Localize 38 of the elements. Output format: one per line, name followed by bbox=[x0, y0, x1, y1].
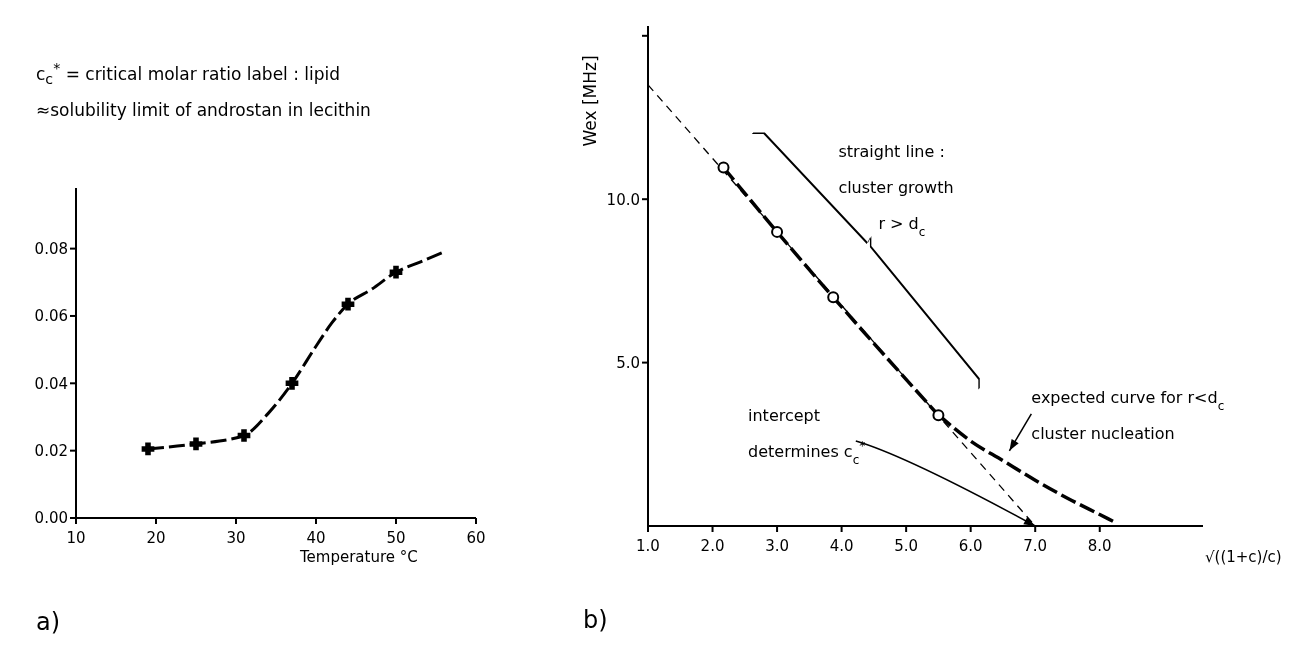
x-tick-label: 40 bbox=[306, 528, 326, 547]
point bbox=[285, 376, 299, 390]
x-tick-label: 20 bbox=[146, 528, 166, 547]
y-tick-label: 10.0 bbox=[606, 190, 640, 209]
point bbox=[389, 265, 403, 279]
text: a) bbox=[36, 608, 61, 636]
y-tick-label: 0.04 bbox=[34, 374, 68, 393]
x-tick-label: 50 bbox=[386, 528, 406, 547]
point bbox=[237, 429, 251, 442]
point bbox=[827, 291, 840, 304]
y-tick-label: 0.02 bbox=[34, 441, 68, 460]
x-axis-title: √((1+c)/c) bbox=[1205, 548, 1282, 566]
x-tick-label: 30 bbox=[226, 528, 246, 547]
x-tick-label: 6.0 bbox=[958, 536, 983, 555]
text: b) bbox=[583, 606, 608, 634]
x-tick-label: 1.0 bbox=[636, 536, 660, 555]
x-tick-label: 8.0 bbox=[1087, 536, 1112, 555]
point bbox=[141, 442, 155, 456]
x-tick-label: 10 bbox=[66, 528, 86, 547]
point bbox=[189, 437, 203, 451]
y-axis-title: Wex [MHz] bbox=[579, 55, 600, 147]
chart-title: c$_{c}$$^{*}$ = critical molar ratio label : lipid ≈solubility limit of androstan in lecithin bbox=[36, 59, 372, 123]
point bbox=[932, 409, 945, 422]
text: expected curve for r<d$_{c}$ cluster nucleation bbox=[1031, 388, 1225, 444]
point bbox=[717, 161, 730, 174]
point bbox=[771, 225, 784, 238]
y-tick-label: 0.00 bbox=[34, 509, 68, 528]
x-tick-label: 2.0 bbox=[700, 536, 725, 555]
point bbox=[341, 297, 355, 311]
x-tick-label: 7.0 bbox=[1023, 536, 1048, 555]
x-tick-label: 5.0 bbox=[894, 536, 919, 555]
x-tick-label: 4.0 bbox=[829, 536, 854, 555]
y-tick-label: 0.08 bbox=[34, 239, 68, 258]
y-tick-label: 0.06 bbox=[34, 307, 68, 326]
x-tick-label: 60 bbox=[466, 528, 486, 547]
x-axis-title: Temperature °C bbox=[300, 548, 418, 566]
annotation: straight line : cluster growth r > d$_{c}$ bbox=[838, 141, 954, 239]
x-tick-label: 3.0 bbox=[765, 536, 789, 555]
